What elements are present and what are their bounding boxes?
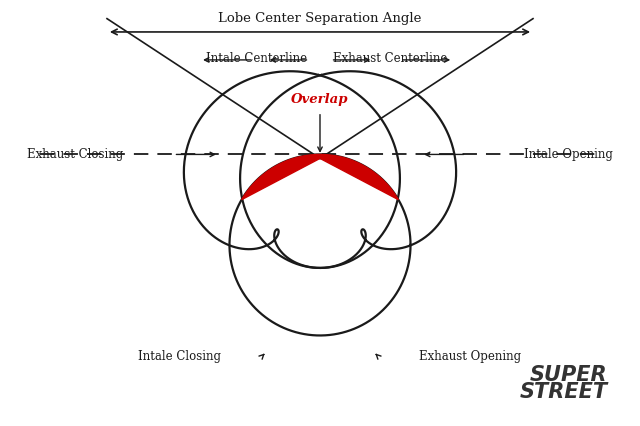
Text: Intale Closing: Intale Closing (138, 350, 221, 363)
Polygon shape (242, 155, 398, 200)
Text: SUPER
STREET: SUPER STREET (520, 365, 607, 402)
Text: Overlap: Overlap (291, 93, 349, 106)
Text: Exhaust Opening: Exhaust Opening (419, 350, 520, 363)
Text: Exhaust Centerline: Exhaust Centerline (333, 52, 448, 65)
Text: Exhaust Closing: Exhaust Closing (27, 148, 124, 161)
Text: Lobe Center Separation Angle: Lobe Center Separation Angle (218, 12, 422, 25)
Text: Intale Opening: Intale Opening (524, 148, 613, 161)
Text: Intale Centerline: Intale Centerline (205, 52, 307, 65)
